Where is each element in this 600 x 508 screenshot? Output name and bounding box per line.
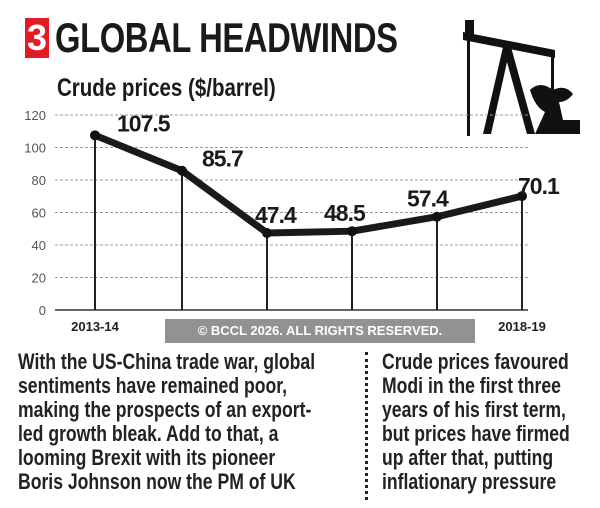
text-line: With the US-China trade war, global — [18, 349, 316, 374]
data-point — [517, 191, 527, 202]
data-label: 57.4 — [407, 186, 449, 212]
text-column-right: Crude prices favoured Modi in the first … — [382, 350, 600, 494]
data-point — [432, 211, 442, 222]
data-point — [177, 165, 187, 176]
line-chart: 0 20 40 60 80 100 120 107.5 85.7 47.4 48.5 57.4 70.1… — [24, 108, 561, 334]
text-line: inflationary pressure — [382, 469, 557, 494]
text-line: looming Brexit with its pioneer — [18, 445, 276, 470]
y-tick-label: 0 — [39, 303, 46, 318]
x-tick-label: 2013-14 — [71, 319, 119, 334]
data-label: 47.4 — [255, 202, 297, 228]
text-line: but prices have firmed — [382, 421, 570, 446]
section-number-badge: 3 — [25, 17, 49, 58]
headline: GLOBAL HEADWINDS — [55, 14, 398, 61]
text-line: years of his first term, — [382, 397, 566, 422]
data-label: 107.5 — [117, 110, 171, 136]
data-point — [347, 226, 357, 237]
data-point — [90, 130, 100, 141]
x-tick-label: 2018-19 — [498, 319, 546, 334]
text-line: up after that, putting — [382, 445, 554, 470]
text-line: Crude prices favoured — [382, 349, 569, 374]
text-column-left: With the US-China trade war, global sent… — [18, 350, 389, 494]
text-line: sentiments have remained poor, — [18, 373, 287, 398]
y-tick-label: 80 — [32, 173, 46, 188]
text-line: Boris Johnson now the PM of UK — [18, 469, 296, 494]
y-tick-label: 120 — [24, 108, 46, 123]
text-line: Modi in the first three — [382, 373, 561, 398]
data-label: 70.1 — [518, 173, 560, 199]
text-line: led growth bleak. Add to that, a — [18, 421, 279, 446]
y-tick-label: 100 — [24, 141, 46, 156]
column-divider — [365, 352, 368, 500]
series-line — [93, 132, 523, 237]
y-tick-label: 60 — [32, 206, 46, 221]
data-point — [262, 227, 272, 238]
chart-title: Crude prices ($/barrel) — [57, 74, 276, 102]
data-label: 48.5 — [324, 200, 366, 226]
watermark: © BCCL 2026. ALL RIGHTS RESERVED. — [165, 319, 475, 343]
y-tick-label: 40 — [32, 238, 46, 253]
oil-pump-jack-icon — [463, 20, 580, 136]
y-tick-label: 20 — [32, 271, 46, 286]
text-line: making the prospects of an export- — [18, 397, 312, 422]
data-label: 85.7 — [202, 146, 243, 172]
